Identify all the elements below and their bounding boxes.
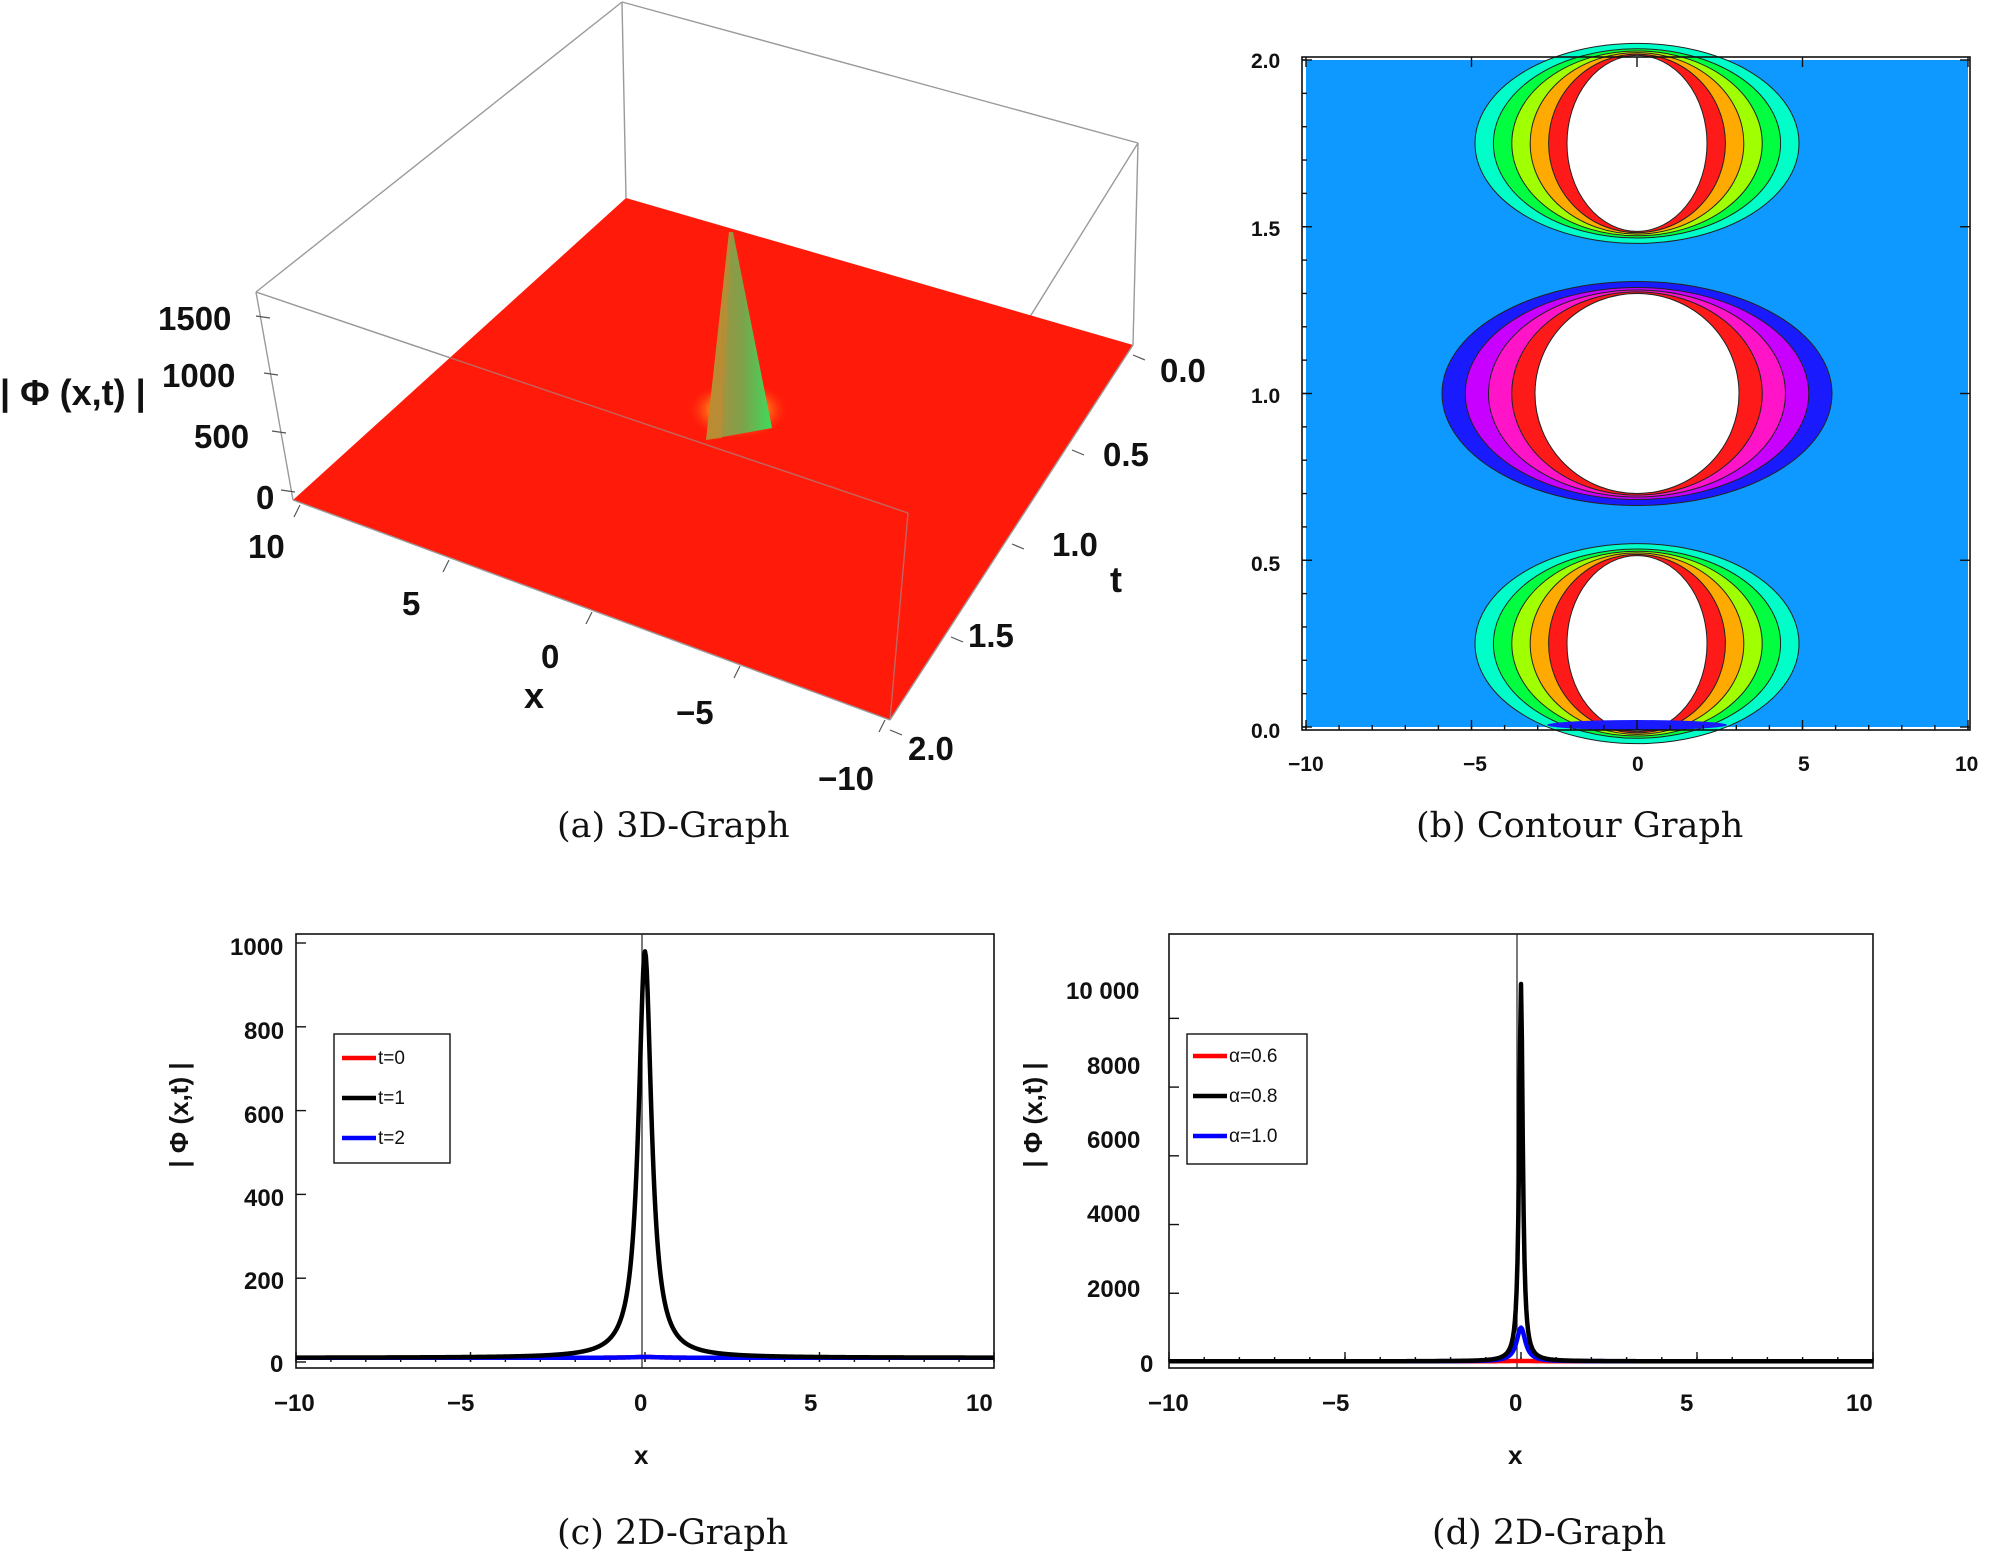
x-axis-label: x <box>524 675 544 716</box>
plot-frame <box>1168 933 1874 1369</box>
y-tick-label: 200 <box>244 1268 284 1295</box>
plot-frame <box>295 933 995 1369</box>
y-axis-label: | Φ (x,t) | <box>164 1062 194 1167</box>
caption-b: (b) Contour Graph <box>1416 806 1743 846</box>
x-tick-label: −5 <box>447 1390 474 1417</box>
z-axis-label: | Φ (x,t) | <box>0 372 146 414</box>
legend-label: α=0.8 <box>1229 1086 1278 1107</box>
z-axis <box>255 315 296 493</box>
y-tick-label: 8000 <box>1087 1053 1140 1080</box>
t-tick-label: 1.0 <box>1052 526 1098 563</box>
y-axis-label: | Φ (x,t) | <box>1018 1062 1048 1167</box>
contour-band <box>1566 54 1708 232</box>
t-axis-label: t <box>1110 559 1122 600</box>
y-tick-label: 1000 <box>230 934 283 961</box>
x-axis-label: x <box>634 1440 649 1470</box>
x-tick-label: 5 <box>804 1390 817 1417</box>
t-tick-label: 0.0 <box>1160 352 1206 389</box>
caption-d: (d) 2D-Graph <box>1432 1513 1666 1553</box>
panel-b-contour-graph: −10 −5 0 5 10 2.0 1.5 1.0 0.5 0.0 (b) Co… <box>1251 42 1978 846</box>
y-tick-label: 1.5 <box>1251 218 1281 241</box>
z-tick-label: 500 <box>194 418 249 455</box>
y-tick-label: 0.5 <box>1251 553 1281 576</box>
x-tick-label: −10 <box>1288 753 1324 776</box>
x-tick-label: 5 <box>1680 1390 1693 1417</box>
y-tick-label: 6000 <box>1087 1127 1140 1154</box>
panel-c-2d-graph: 1000 800 600 400 200 0 −10 −5 0 5 10 x |… <box>164 933 996 1553</box>
box-front-edges <box>255 291 1134 721</box>
y-tick-label: 0 <box>270 1351 283 1378</box>
y-tick-label: 0.0 <box>1251 720 1280 743</box>
y-tick-label: 2.0 <box>1251 50 1280 73</box>
y-tick-label: 2000 <box>1087 1276 1140 1303</box>
x-tick-label: −10 <box>818 760 874 797</box>
y-tick-label: 10 000 <box>1066 978 1139 1005</box>
x-tick-label: −5 <box>1463 753 1487 776</box>
t-tick-label: 0.5 <box>1103 436 1149 473</box>
x-tick-label: 0 <box>634 1390 647 1417</box>
contour-band <box>1566 555 1708 733</box>
legend-label: α=0.6 <box>1229 1046 1278 1067</box>
x-tick-label: −10 <box>274 1390 315 1417</box>
y-tick-label: 0 <box>1140 1351 1153 1378</box>
legend-label: t=0 <box>378 1048 405 1069</box>
legend-label: t=1 <box>378 1088 405 1109</box>
x-tick-label: −10 <box>1148 1390 1189 1417</box>
y-tick-label: 600 <box>244 1102 284 1129</box>
t-tick-label: 1.5 <box>968 617 1014 654</box>
z-tick-label: 1000 <box>162 357 235 394</box>
z-tick-label: 1500 <box>158 300 231 337</box>
x-tick-label: 10 <box>1846 1390 1873 1417</box>
x-tick-label: 10 <box>248 528 285 565</box>
surface <box>293 198 1133 720</box>
legend <box>342 1055 376 1141</box>
series-line <box>294 949 996 1360</box>
x-axis <box>293 504 886 733</box>
t-axis <box>889 354 1146 736</box>
t-tick-label: 2.0 <box>908 730 954 767</box>
caption-c: (c) 2D-Graph <box>557 1513 788 1553</box>
x-tick-label: 10 <box>966 1390 993 1417</box>
legend-label: α=1.0 <box>1229 1126 1278 1147</box>
y-tick-label: 1.0 <box>1251 385 1280 408</box>
x-tick-label: −5 <box>676 694 714 731</box>
series-line <box>1167 981 1875 1364</box>
y-tick-label: 4000 <box>1087 1201 1140 1228</box>
series <box>1167 981 1875 1364</box>
x-tick-label: 0 <box>1632 753 1644 776</box>
contour-blobs <box>1441 42 1833 745</box>
legend-label: t=2 <box>378 1128 405 1149</box>
z-tick-label: 0 <box>256 479 274 516</box>
x-tick-label: 10 <box>1955 753 1978 776</box>
x-tick-label: 5 <box>1798 753 1810 776</box>
series <box>294 949 996 1361</box>
caption-a: (a) 3D-Graph <box>557 806 790 846</box>
x-tick-label: 0 <box>541 638 559 675</box>
x-axis-label: x <box>1508 1440 1523 1470</box>
y-tick-label: 800 <box>244 1018 284 1045</box>
y-tick-label: 400 <box>244 1185 284 1212</box>
panel-a-3d-graph: 1500 1000 500 0 | Φ (x,t) | 10 5 0 −5 −1… <box>0 1 1206 846</box>
x-tick-label: 5 <box>402 585 420 622</box>
contour-ticks <box>1302 57 1970 730</box>
contour-band <box>1534 293 1740 494</box>
panel-d-2d-graph: 10 000 8000 6000 4000 2000 0 −10 −5 0 5 … <box>1018 933 1875 1553</box>
legend <box>1193 1053 1227 1139</box>
peak-spike-shadow <box>706 232 731 440</box>
x-tick-label: 0 <box>1509 1390 1522 1417</box>
x-tick-label: −5 <box>1322 1390 1349 1417</box>
